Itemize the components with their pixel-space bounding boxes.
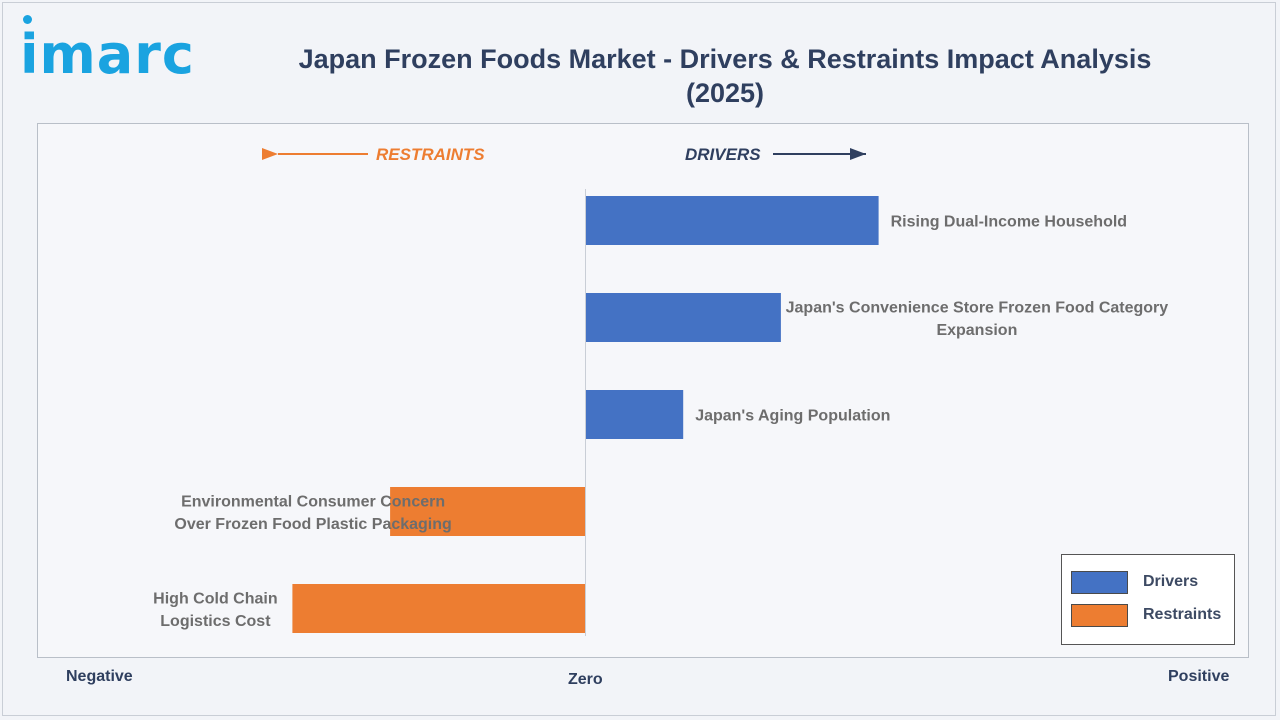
legend-item-drivers: Drivers [1071,571,1231,595]
legend-swatch-restraints [1071,604,1128,627]
legend-item-restraints: Restraints [1071,604,1231,628]
drivers-direction-label: DRIVERS [685,145,761,164]
axis-zero-label: Zero [568,671,603,688]
bar-label-2: Japan's Convenience Store Frozen Food Ca… [786,299,1169,339]
bar-restraint-5 [292,584,586,633]
bar-label-1: Rising Dual-Income Household [891,214,1127,231]
bar-driver-1 [585,196,879,245]
imarc-logo: imarc [20,23,195,86]
legend: Drivers Restraints [1061,554,1235,645]
bar-label-3: Japan's Aging Population [695,408,890,425]
impact-chart: RESTRAINTS DRIVERS Rising Dual-Income Ho… [153,145,1169,636]
bar-driver-2 [585,293,781,342]
bar-driver-3 [585,390,684,439]
legend-label-drivers: Drivers [1143,573,1199,590]
legend-swatch-drivers [1071,571,1128,594]
plot-area: RESTRAINTS DRIVERS Rising Dual-Income Ho… [37,123,1249,658]
axis-negative-label: Negative [66,668,133,685]
restraints-direction-label: RESTRAINTS [376,145,485,164]
bar-label-5: High Cold Chain Logistics Cost [153,590,277,630]
axis-positive-label: Positive [1168,668,1230,685]
legend-label-restraints: Restraints [1143,606,1222,623]
bar-label-4: Environmental Consumer Concern Over Froze… [174,493,451,533]
chart-title: Japan Frozen Foods Market - Drivers & Re… [298,44,1152,108]
logo-dot [23,15,32,24]
bar-restraint-4 [390,487,586,536]
